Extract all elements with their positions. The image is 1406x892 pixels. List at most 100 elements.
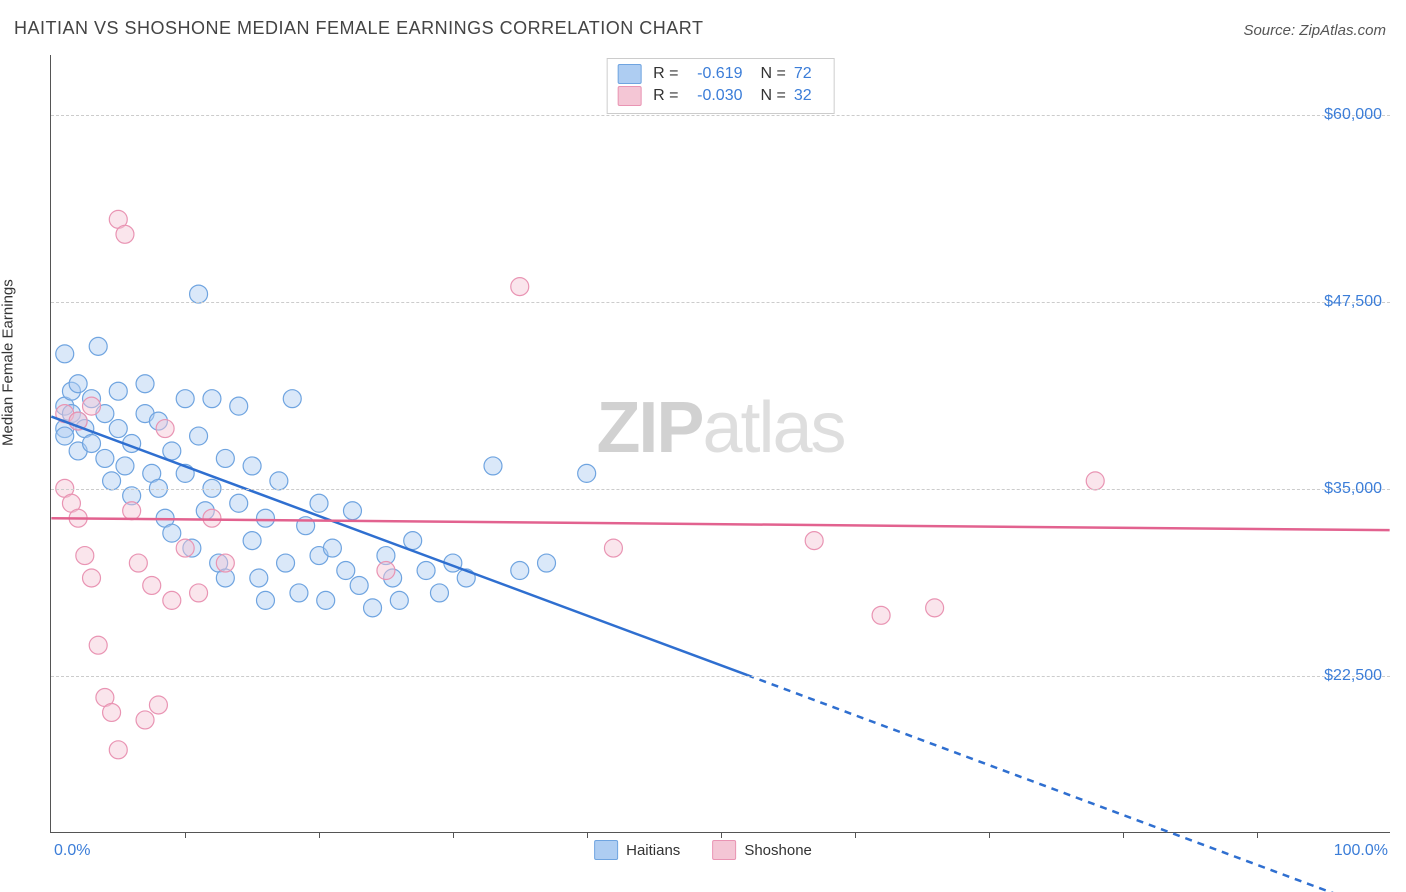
x-tick <box>855 832 856 838</box>
y-tick-label: $22,500 <box>1324 667 1382 685</box>
stats-legend-row: R = -0.619 N = 72 <box>617 63 824 85</box>
data-point <box>176 390 194 408</box>
data-point <box>350 576 368 594</box>
legend-item: Shoshone <box>712 840 812 860</box>
data-point <box>283 390 301 408</box>
data-point <box>103 703 121 721</box>
x-tick <box>587 832 588 838</box>
data-point <box>310 494 328 512</box>
data-point <box>123 502 141 520</box>
data-point <box>109 741 127 759</box>
data-point <box>83 435 101 453</box>
legend-label: Shoshone <box>744 842 812 859</box>
data-point <box>926 599 944 617</box>
plot-area: ZIPatlas R =-0.619N =72R =-0.030N =32 $2… <box>50 55 1390 833</box>
data-point <box>538 554 556 572</box>
data-point <box>89 337 107 355</box>
data-point <box>136 711 154 729</box>
y-tick-label: $35,000 <box>1324 480 1382 498</box>
data-point <box>511 562 529 580</box>
data-point <box>190 427 208 445</box>
data-point <box>56 427 74 445</box>
y-axis-label: Median Female Earnings <box>0 279 17 446</box>
data-point <box>116 225 134 243</box>
x-tick <box>319 832 320 838</box>
data-point <box>230 397 248 415</box>
gridline <box>51 489 1390 490</box>
x-axis-min-label: 0.0% <box>54 842 90 860</box>
data-point <box>250 569 268 587</box>
data-point <box>256 591 274 609</box>
legend-swatch <box>594 840 618 860</box>
data-point <box>163 591 181 609</box>
data-point <box>83 397 101 415</box>
data-point <box>417 562 435 580</box>
data-point <box>805 532 823 550</box>
data-point <box>103 472 121 490</box>
data-point <box>76 547 94 565</box>
data-point <box>430 584 448 602</box>
source-label: Source: ZipAtlas.com <box>1243 22 1386 39</box>
data-point <box>129 554 147 572</box>
trend-line <box>51 518 1389 530</box>
data-point <box>578 464 596 482</box>
data-point <box>243 457 261 475</box>
x-tick <box>185 832 186 838</box>
n-value: 72 <box>794 63 824 85</box>
r-label: R = <box>653 63 678 85</box>
data-point <box>56 345 74 363</box>
data-point <box>216 449 234 467</box>
data-point <box>404 532 422 550</box>
gridline <box>51 115 1390 116</box>
data-point <box>109 420 127 438</box>
n-label: N = <box>761 63 786 85</box>
data-point <box>390 591 408 609</box>
data-point <box>256 509 274 527</box>
data-point <box>872 606 890 624</box>
data-point <box>176 539 194 557</box>
data-point <box>69 375 87 393</box>
series-legend: Haitians Shoshone <box>594 840 812 860</box>
trend-line <box>51 417 747 676</box>
data-point <box>116 457 134 475</box>
data-point <box>364 599 382 617</box>
chart-svg <box>51 55 1390 832</box>
legend-swatch <box>712 840 736 860</box>
trend-line-extrapolated <box>747 675 1389 892</box>
data-point <box>270 472 288 490</box>
x-tick <box>989 832 990 838</box>
legend-swatch <box>617 86 641 106</box>
data-point <box>243 532 261 550</box>
data-point <box>163 442 181 460</box>
data-point <box>203 390 221 408</box>
x-tick <box>721 832 722 838</box>
r-value: -0.030 <box>687 85 743 107</box>
r-value: -0.619 <box>687 63 743 85</box>
data-point <box>277 554 295 572</box>
data-point <box>377 562 395 580</box>
x-tick <box>1257 832 1258 838</box>
data-point <box>149 696 167 714</box>
stats-legend-row: R =-0.030N =32 <box>617 85 824 107</box>
data-point <box>604 539 622 557</box>
r-label: R = <box>653 85 678 107</box>
data-point <box>343 502 361 520</box>
data-point <box>156 420 174 438</box>
data-point <box>136 375 154 393</box>
data-point <box>511 278 529 296</box>
data-point <box>230 494 248 512</box>
data-point <box>317 591 335 609</box>
y-tick-label: $60,000 <box>1324 106 1382 124</box>
legend-item: Haitians <box>594 840 680 860</box>
data-point <box>163 524 181 542</box>
x-tick <box>453 832 454 838</box>
gridline <box>51 676 1390 677</box>
data-point <box>290 584 308 602</box>
data-point <box>190 285 208 303</box>
legend-label: Haitians <box>626 842 680 859</box>
data-point <box>1086 472 1104 490</box>
y-tick-label: $47,500 <box>1324 293 1382 311</box>
data-point <box>143 576 161 594</box>
data-point <box>96 449 114 467</box>
data-point <box>323 539 341 557</box>
